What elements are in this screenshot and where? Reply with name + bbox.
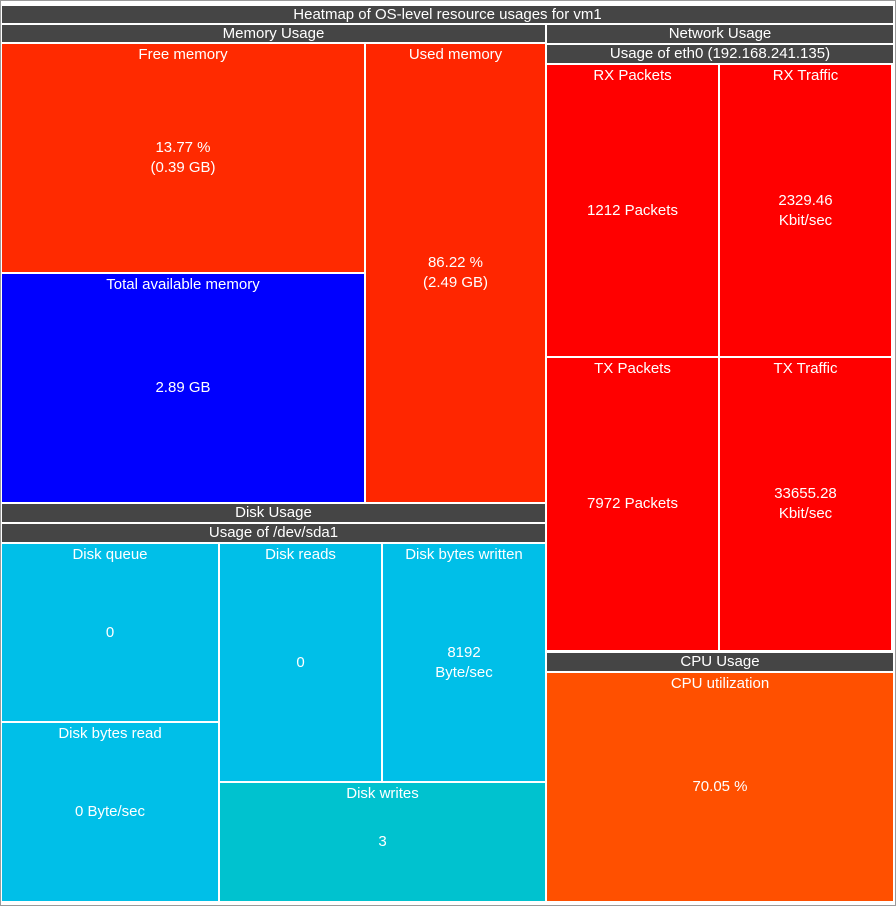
cell-label: RX Traffic [772, 67, 839, 84]
cell-value-line: 0 Byte/sec [74, 803, 146, 820]
cell-value: 0 [2, 623, 218, 643]
cell-value: 0 [220, 653, 381, 673]
chart-title: Heatmap of OS-level resource usages for … [1, 5, 894, 24]
group-header-disk: Disk Usage [1, 503, 546, 523]
cell-tx-packets: TX Packets 7972 Packets [546, 357, 719, 651]
cell-label: CPU utilization [670, 675, 770, 692]
cell-value-line: (2.49 GB) [422, 274, 489, 291]
cell-rx-packets: RX Packets 1212 Packets [546, 64, 719, 357]
cell-value: 86.22 % (2.49 GB) [366, 253, 545, 293]
cell-label: Used memory [408, 46, 503, 63]
cell-value: 7972 Packets [547, 494, 718, 514]
cell-value-line: 7972 Packets [587, 495, 678, 512]
cell-value-line: 33655.28 [774, 485, 837, 502]
cell-value: 0 Byte/sec [2, 802, 218, 822]
cell-value: 3 [220, 832, 545, 852]
cell-used-memory: Used memory 86.22 % (2.49 GB) [365, 43, 546, 503]
cell-value-line: 3 [378, 833, 387, 850]
cell-disk-bytes-written: Disk bytes written 8192 Byte/sec [382, 543, 546, 782]
cell-total-available-memory: Total available memory 2.89 GB [1, 273, 365, 503]
cell-value-line: 8192 [447, 643, 481, 661]
cell-value-line: (0.39 GB) [150, 159, 216, 176]
cell-value-line: 0 [296, 653, 305, 671]
subgroup-header-disk: Usage of /dev/sda1 [1, 523, 546, 543]
cell-disk-bytes-read: Disk bytes read 0 Byte/sec [1, 722, 219, 902]
cell-label: RX Packets [593, 67, 672, 84]
cell-value: 33655.28 Kbit/sec [720, 484, 891, 524]
cell-disk-queue: Disk queue 0 [1, 543, 219, 722]
cell-value-line: 2.89 GB [155, 379, 211, 396]
cell-value: 8192 Byte/sec [383, 643, 545, 683]
cell-label: TX Traffic [773, 360, 838, 377]
cell-value-line: 13.77 % [155, 139, 211, 156]
cell-value: 2329.46 Kbit/sec [720, 191, 891, 231]
cell-value: 13.77 % (0.39 GB) [2, 138, 364, 178]
cell-label: Free memory [138, 46, 228, 63]
group-header-cpu: CPU Usage [546, 652, 894, 672]
cell-value: 70.05 % [547, 777, 893, 797]
cell-label: Total available memory [106, 276, 260, 293]
cell-value-line: 0 [105, 623, 115, 641]
group-header-network: Network Usage [546, 24, 894, 44]
group-header-memory: Memory Usage [1, 24, 546, 43]
cell-label: Disk writes [346, 785, 419, 802]
cell-label: Disk bytes read [58, 725, 162, 742]
cell-value-line: Kbit/sec [778, 505, 833, 522]
cell-disk-writes: Disk writes 3 [219, 782, 546, 902]
cell-rx-traffic: RX Traffic 2329.46 Kbit/sec [719, 64, 892, 357]
cell-value: 2.89 GB [2, 378, 364, 398]
cell-value: 1212 Packets [547, 201, 718, 221]
cell-cpu-utilization: CPU utilization 70.05 % [546, 672, 894, 902]
cell-free-memory: Free memory 13.77 % (0.39 GB) [1, 43, 365, 273]
cell-value-line: 86.22 % [427, 254, 484, 271]
cell-disk-reads: Disk reads 0 [219, 543, 382, 782]
cell-label: Disk queue [72, 546, 148, 563]
cell-label: TX Packets [594, 360, 671, 377]
cell-value-line: 2329.46 [778, 191, 833, 209]
cell-value-line: Kbit/sec [778, 211, 833, 229]
cell-value-line: 1212 Packets [587, 201, 678, 219]
cell-value-line: 70.05 % [692, 778, 748, 795]
cell-value-line: Byte/sec [435, 663, 493, 681]
subgroup-header-network: Usage of eth0 (192.168.241.135) [546, 44, 894, 64]
cell-label: Disk bytes written [405, 546, 523, 563]
cell-label: Disk reads [265, 546, 336, 563]
cell-tx-traffic: TX Traffic 33655.28 Kbit/sec [719, 357, 892, 651]
